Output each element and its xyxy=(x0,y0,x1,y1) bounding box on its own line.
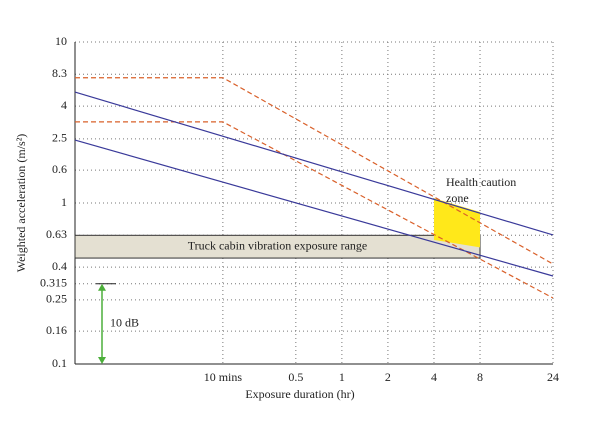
x-tick-label: 0.5 xyxy=(288,370,303,384)
band-label: Truck cabin vibration exposure range xyxy=(188,238,368,252)
y-tick-label: 10 xyxy=(55,34,67,48)
y-tick-label: 0.1 xyxy=(52,356,67,370)
series-line xyxy=(74,139,554,277)
y-tick-label: 2.5 xyxy=(52,131,67,145)
series-line xyxy=(74,91,554,236)
x-tick-label: 2 xyxy=(385,370,391,384)
y-tick-label: 1 xyxy=(61,195,67,209)
x-tick-label: 24 xyxy=(547,370,559,384)
y-tick-label: 0.25 xyxy=(46,292,67,306)
y-tick-label: 0.63 xyxy=(46,227,67,241)
series-line xyxy=(75,121,554,299)
y-tick-label: 0.6 xyxy=(52,162,67,176)
y-tick-label: 8.3 xyxy=(52,66,67,80)
arrow-label: 10 dB xyxy=(110,316,139,330)
arrow-head xyxy=(98,357,106,364)
x-tick-label: 8 xyxy=(477,370,483,384)
y-tick-label: 4 xyxy=(61,98,67,112)
arrow-head xyxy=(98,283,106,291)
y-tick-label: 0.16 xyxy=(46,323,67,337)
zone-label: Health caution xyxy=(446,175,516,189)
x-tick-label: 1 xyxy=(339,370,345,384)
zone-label: zone xyxy=(446,191,469,205)
x-tick-label: 10 mins xyxy=(204,370,243,384)
caution-zone xyxy=(433,198,481,248)
y-axis-label: Weighted acceleration (m/s²) xyxy=(14,134,28,273)
y-tick-label: 0.4 xyxy=(52,259,67,273)
y-tick-label: 0.315 xyxy=(40,276,67,290)
x-axis-label: Exposure duration (hr) xyxy=(245,387,354,401)
x-tick-label: 4 xyxy=(431,370,437,384)
